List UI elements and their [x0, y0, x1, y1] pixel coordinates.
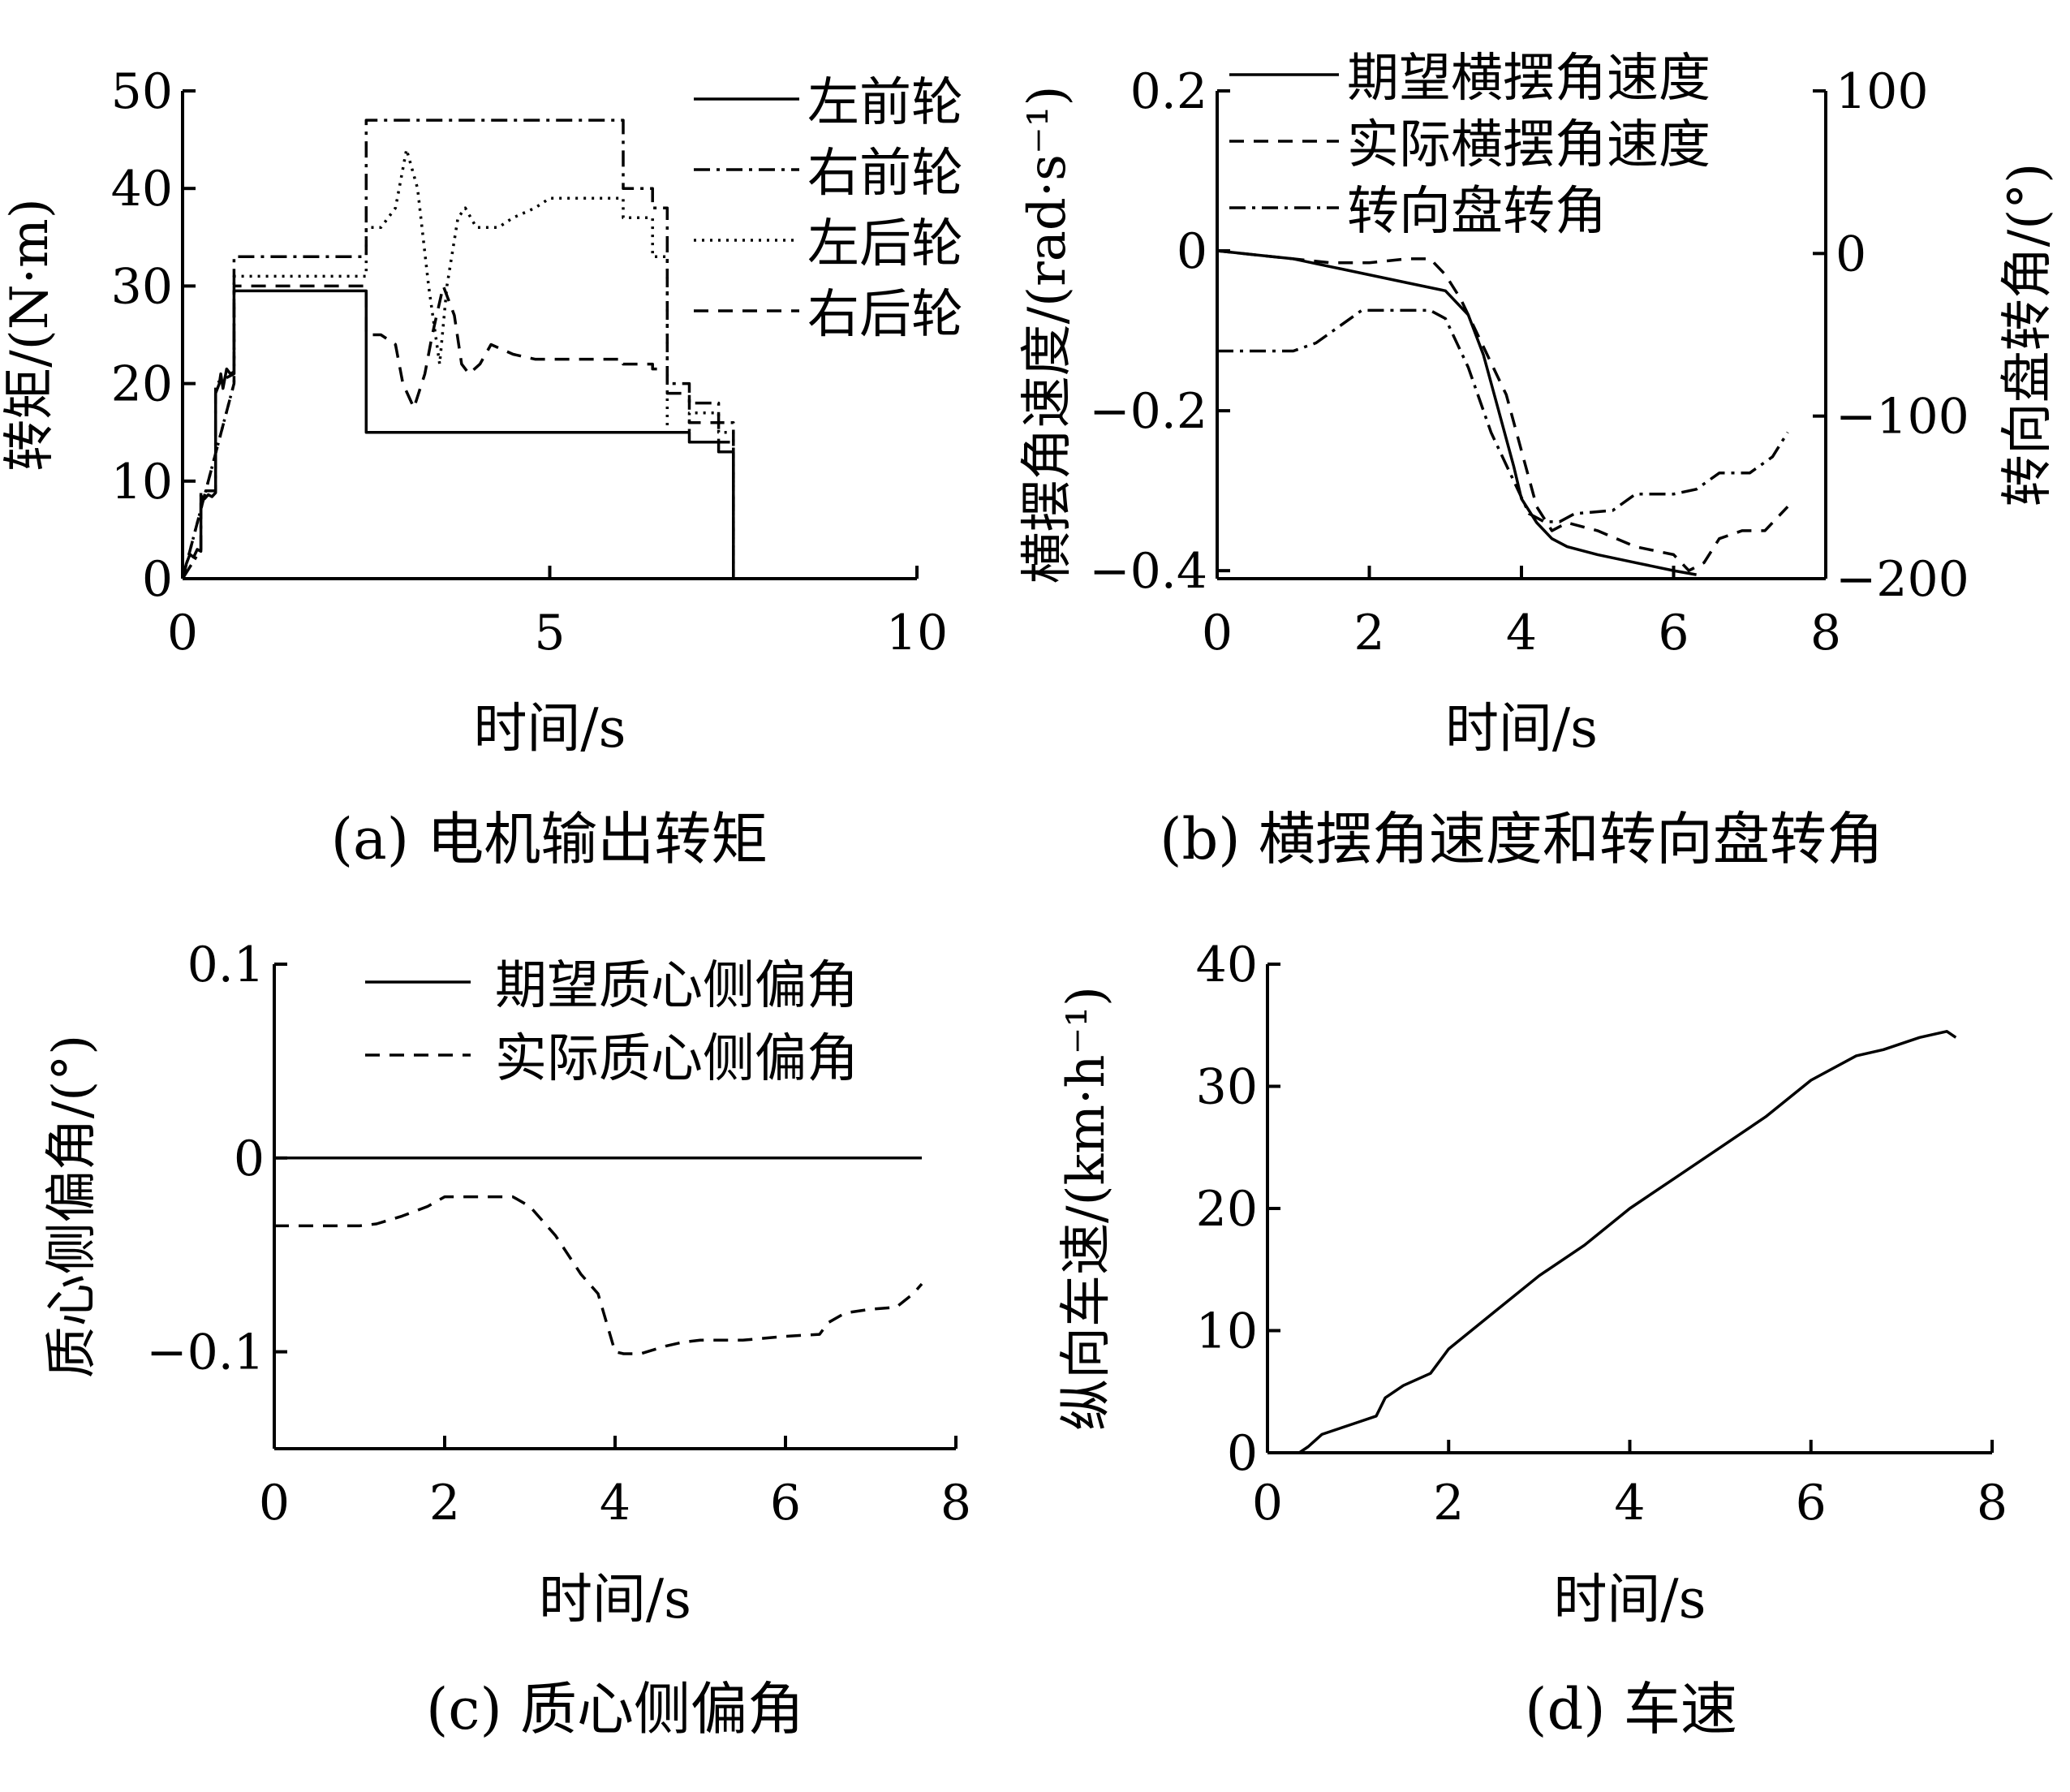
x-tick-label: 4 [600, 1475, 630, 1531]
y-axis-label: 纵向车速/(km·h⁻¹) [1057, 986, 1117, 1431]
x-axis-label: 时间/s [1445, 697, 1598, 760]
x-tick-label: 0 [167, 605, 198, 661]
x-tick-label: 2 [429, 1475, 460, 1531]
x-axis-label: 时间/s [539, 1568, 691, 1630]
y-tick-label: 10 [1196, 1303, 1258, 1360]
y-tick-label: 50 [111, 63, 173, 120]
x-tick-label: 4 [1614, 1475, 1645, 1531]
y-axis-label: 质心侧偏角/(°) [42, 1035, 102, 1379]
y-tick-label: 0.1 [187, 937, 265, 993]
x-tick-label: 2 [1433, 1475, 1464, 1531]
x-tick-label: 0 [259, 1475, 290, 1531]
panel-d-speed: 0 2 4 6 8 0 10 20 30 40 时间/s 纵向车速/(km·h⁻¹) (d) 车速 [1057, 937, 2008, 1742]
y-tick-label: 0 [142, 551, 173, 608]
series-line-4 [181, 284, 735, 579]
x-tick-label: 0 [1202, 605, 1233, 661]
y-axis-label: 转矩/(N·m) [0, 198, 60, 472]
y-axis-label-right: 转向盘转角/(°) [1998, 163, 2058, 507]
panel-caption: (d) 车速 [1525, 1676, 1737, 1742]
x-tick-label: 4 [1506, 605, 1537, 661]
y-tick-label: 0 [1177, 223, 1207, 280]
y-tick-label-right: 0 [1835, 226, 1866, 282]
y-axis-label: 横摆角速度/(rad·s⁻¹) [1018, 86, 1078, 584]
y-tick-label: 0 [234, 1131, 265, 1187]
series-line-2 [1216, 249, 1789, 572]
y-tick-label: 0 [1227, 1425, 1258, 1482]
y-tick-label: −0.4 [1089, 543, 1207, 600]
x-tick-label: 6 [1796, 1475, 1827, 1531]
series-line-2 [181, 118, 735, 579]
panel-b-yaw-rate-steering: 0 2 4 6 8 −0.4 −0.2 0 0.2 −200 −100 0 100 期望横摆角速度实际横摆… [1018, 49, 2058, 872]
x-tick-label: 2 [1353, 605, 1384, 661]
legend-label-1: 期望质心侧偏角 [495, 956, 859, 1016]
y-tick-label: −0.2 [1089, 383, 1207, 440]
series-line-1 [1267, 1030, 1957, 1454]
x-tick-label: 10 [886, 605, 948, 661]
y-tick-label: 0.2 [1130, 63, 1207, 120]
y-tick-label: 20 [1196, 1181, 1258, 1238]
panel-caption: (b) 横摆角速度和转向盘转角 [1160, 806, 1883, 872]
y-tick-label-right: −200 [1835, 551, 1969, 608]
legend-label-3: 左后轮 [807, 214, 963, 274]
x-tick-label: 8 [1810, 605, 1841, 661]
y-tick-label: 20 [111, 356, 173, 413]
panel-caption: (a) 电机输出转矩 [331, 806, 768, 872]
series-line-3 [1217, 308, 1789, 523]
x-axis-label: 时间/s [473, 697, 626, 760]
x-tick-label: 8 [940, 1475, 971, 1531]
legend-label-2: 实际质心侧偏角 [495, 1029, 859, 1089]
y-tick-label: 30 [111, 258, 173, 315]
panel-caption: (c) 质心侧偏角 [426, 1676, 804, 1742]
x-tick-label: 8 [1977, 1475, 2008, 1531]
x-axis-label: 时间/s [1553, 1568, 1706, 1630]
y-tick-label: 30 [1196, 1059, 1258, 1116]
y-tick-label: −0.1 [146, 1325, 265, 1381]
legend-label-2: 右前轮 [807, 144, 963, 204]
y-tick-label: 40 [111, 161, 173, 218]
y-tick-label: 10 [111, 454, 173, 510]
x-tick-label: 5 [534, 605, 565, 661]
y-tick-label-right: −100 [1835, 389, 1969, 446]
y-tick-label-right: 100 [1835, 63, 1929, 120]
x-tick-label: 6 [1658, 605, 1689, 661]
y-tick-label: 40 [1196, 937, 1258, 993]
legend-label-1: 左前轮 [807, 73, 963, 133]
x-tick-label: 6 [770, 1475, 801, 1531]
legend-label-4: 右后轮 [807, 285, 963, 345]
legend-label-1: 期望横摆角速度 [1347, 49, 1711, 109]
series-line-2 [274, 1195, 923, 1355]
series-line-1 [1216, 249, 1697, 576]
x-tick-label: 0 [1252, 1475, 1283, 1531]
legend-label-2: 实际横摆角速度 [1347, 115, 1711, 175]
legend-label-3: 转向盘转角 [1347, 182, 1607, 242]
